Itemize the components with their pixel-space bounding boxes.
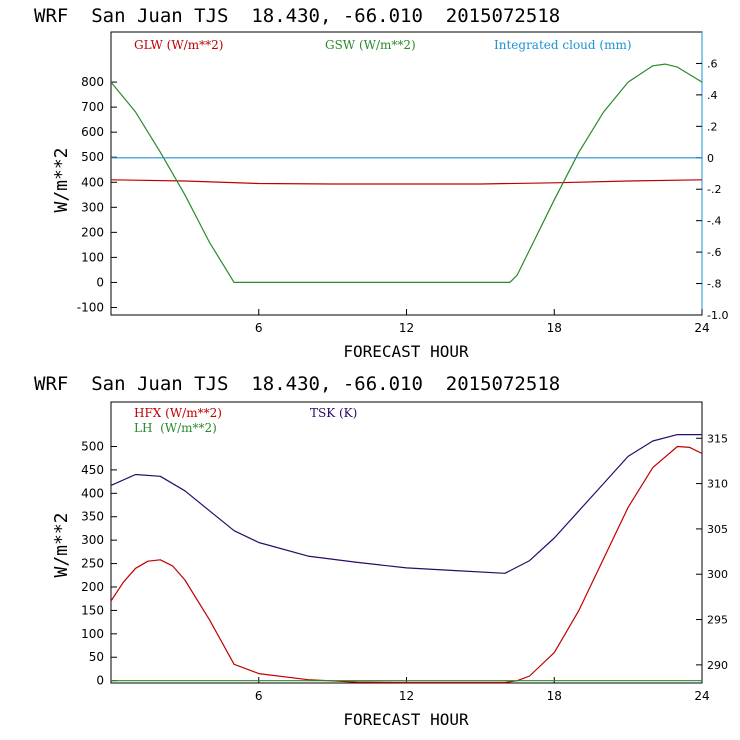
y-tick-label: 200: [81, 580, 104, 594]
y-axis-right: 290 295 300 305 310 315: [696, 432, 728, 672]
legend-item-glw: GLW (W/m**2): [134, 38, 223, 52]
plot-border: [110, 31, 703, 316]
y-axis-label: W/m**2: [51, 512, 72, 577]
plot-frame: [110, 401, 703, 684]
y-axis-left: 0 50 100 150 200 250 300 350 400 450 500: [81, 439, 117, 688]
y-tick-label: 500: [81, 439, 104, 453]
x-tick-label: 6: [255, 689, 263, 703]
x-axis: 6 12 18 24: [255, 309, 710, 335]
y2-tick-label: -.4: [707, 215, 721, 228]
x-axis-label: FORECAST HOUR: [343, 710, 469, 729]
legend-item-lh: LH (W/m**2): [134, 421, 217, 435]
y-tick-label: 800: [81, 75, 104, 89]
x-tick-label: 6: [255, 321, 263, 335]
y-tick-label: 600: [81, 125, 104, 139]
y2-tick-label: 310: [707, 478, 728, 491]
legend-item-gsw: GSW (W/m**2): [325, 38, 416, 52]
y-tick-label: -100: [77, 300, 104, 314]
series-lines: [110, 434, 703, 684]
y-tick-label: 450: [81, 463, 104, 477]
x-tick-label: 18: [547, 689, 562, 703]
y-tick-label: 100: [81, 627, 104, 641]
x-tick-label: 18: [547, 321, 562, 335]
chart-title: WRF San Juan TJS 18.430, -66.010 2015072…: [34, 5, 560, 27]
y2-tick-label: .2: [707, 120, 718, 133]
series-line-gsw: [110, 63, 703, 283]
y2-tick-label: -1.0: [707, 309, 728, 322]
y-axis-right: -1.0 -.8 -.6 -.4 -.2 0 .2 .4 .6: [696, 57, 728, 322]
legend-item-tsk: TSK (K): [310, 406, 357, 420]
y-axis-left: -100 0 100 200 300 400 500 600 700 800: [77, 75, 117, 314]
y2-tick-label: -.6: [707, 246, 721, 259]
y2-tick-label: -.2: [707, 183, 721, 196]
y-tick-label: 200: [81, 225, 104, 239]
x-axis: 6 12 18 24: [255, 677, 710, 703]
y-tick-label: 700: [81, 100, 104, 114]
legend-item-hfx: HFX (W/m**2): [134, 406, 222, 420]
y-tick-label: 100: [81, 250, 104, 264]
y-tick-label: 300: [81, 200, 104, 214]
y2-tick-label: -.8: [707, 278, 721, 291]
y-tick-label: 0: [96, 674, 104, 688]
y2-tick-label: 0: [707, 152, 714, 165]
legend: HFX (W/m**2) LH (W/m**2) TSK (K): [134, 406, 357, 435]
y-tick-label: 500: [81, 150, 104, 164]
y2-tick-label: 300: [707, 568, 728, 581]
y-tick-label: 50: [89, 650, 104, 664]
series-line-glw: [110, 179, 703, 185]
plot-border: [110, 401, 703, 684]
chart-panel-fluxes: WRF San Juan TJS 18.430, -66.010 2015072…: [34, 373, 728, 729]
y2-tick-label: .4: [707, 89, 718, 102]
y-axis-label: W/m**2: [51, 147, 72, 212]
series-lines: [110, 63, 703, 283]
y-tick-label: 150: [81, 603, 104, 617]
y2-tick-label: 305: [707, 523, 728, 536]
legend: GLW (W/m**2) GSW (W/m**2) Integrated clo…: [134, 38, 632, 52]
x-tick-label: 12: [399, 321, 414, 335]
x-axis-label: FORECAST HOUR: [343, 342, 469, 361]
y2-tick-label: 295: [707, 614, 728, 627]
y-tick-label: 350: [81, 510, 104, 524]
y2-tick-label: 315: [707, 432, 728, 445]
chart-title: WRF San Juan TJS 18.430, -66.010 2015072…: [34, 373, 560, 395]
y2-tick-label: .6: [707, 57, 718, 70]
series-line-tsk: [110, 434, 702, 574]
y2-tick-label: 290: [707, 659, 728, 672]
y-tick-label: 0: [96, 275, 104, 289]
y-tick-label: 300: [81, 533, 104, 547]
chart-panel-radiation: WRF San Juan TJS 18.430, -66.010 2015072…: [34, 5, 728, 361]
y-tick-label: 400: [81, 175, 104, 189]
y-tick-label: 250: [81, 557, 104, 571]
series-line-hfx: [110, 445, 703, 684]
x-tick-label: 24: [694, 321, 709, 335]
plot-frame: [110, 31, 703, 316]
x-tick-label: 12: [399, 689, 414, 703]
legend-item-cloud: Integrated cloud (mm): [494, 38, 632, 52]
y-tick-label: 400: [81, 486, 104, 500]
x-tick-label: 24: [694, 689, 709, 703]
